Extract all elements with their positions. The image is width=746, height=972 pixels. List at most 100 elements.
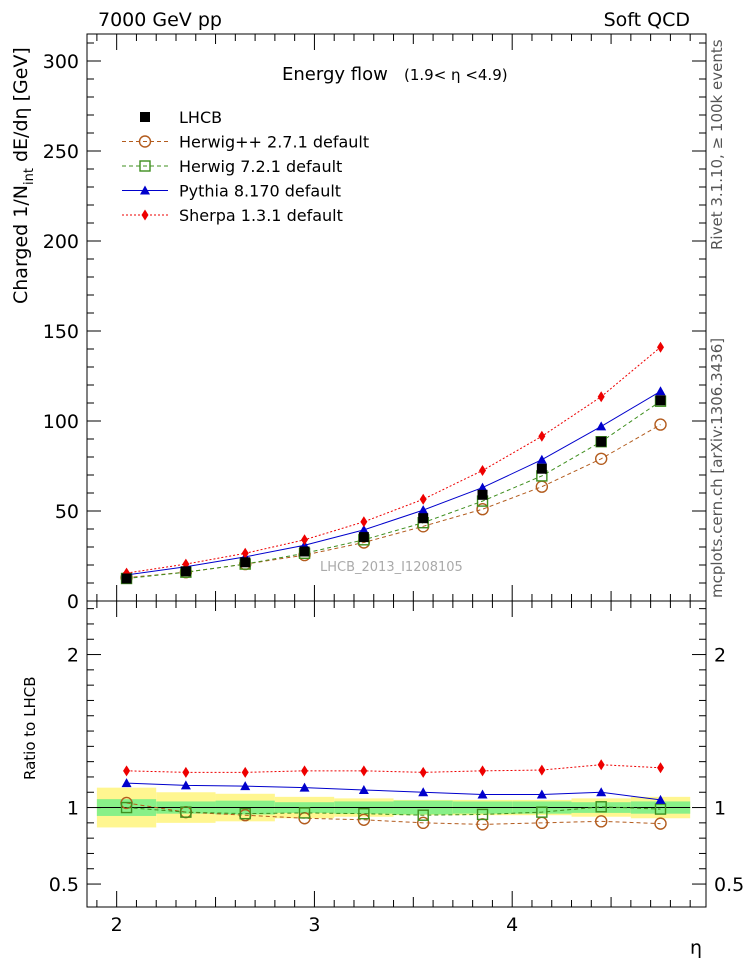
ratio-point-sherpa xyxy=(241,766,249,778)
main-series-sherpa xyxy=(123,341,665,579)
ratio-point-sherpa xyxy=(479,765,487,777)
main-point-sherpa xyxy=(657,341,665,353)
main-ylabel-tail: dE/dη [GeV] xyxy=(10,47,32,168)
ratio-y-tick-label-right: 2 xyxy=(714,645,726,667)
ratio-plot: 0.5 0.5 1 1 2 2 2 3 4 xyxy=(49,601,744,936)
ratio-line-herwig7 xyxy=(126,806,661,816)
ratio-point-herwig7 xyxy=(180,806,192,818)
ratio-point-sherpa xyxy=(301,765,309,777)
ratio-point-pythia xyxy=(299,782,310,792)
analysis-watermark: LHCB_2013_I1208105 xyxy=(320,560,463,575)
ratio-y-tick-label: 2 xyxy=(67,645,79,667)
main-point-data xyxy=(477,489,488,500)
ratio-y-tick-label-right: 0.5 xyxy=(714,874,744,896)
legend-label-herwigpp: Herwig++ 2.7.1 default xyxy=(179,133,369,152)
main-series-data xyxy=(121,395,666,584)
main-point-sherpa xyxy=(360,516,368,528)
main-line-herwig7 xyxy=(126,400,661,579)
ratio-series-herwig7 xyxy=(120,801,667,821)
ratio-point-pythia xyxy=(180,780,191,790)
x-tick-label: 2 xyxy=(111,914,123,936)
main-y-tick-label: 200 xyxy=(43,231,79,253)
mcplots-label: mcplots.cern.ch [arXiv:1306.3436] xyxy=(708,338,726,598)
ratio-point-herwigpp xyxy=(654,817,667,830)
ratio-series-pythia xyxy=(121,778,666,804)
ratio-point-herwig7 xyxy=(358,807,370,820)
main-point-pythia xyxy=(477,482,488,492)
legend-label-sherpa: Sherpa 1.3.1 default xyxy=(179,206,343,225)
main-point-data xyxy=(299,546,310,557)
ratio-point-herwig7 xyxy=(595,801,607,813)
ratio-point-pythia xyxy=(536,789,547,799)
main-plot: 0 50 100 150 200 250 300 xyxy=(43,34,706,613)
main-point-data xyxy=(418,513,429,524)
legend-marker-sherpa xyxy=(141,209,149,221)
main-point-pythia xyxy=(536,454,547,464)
main-ylabel-text: Charged 1/N xyxy=(10,185,32,304)
main-point-pythia xyxy=(358,524,369,534)
ratio-point-pythia xyxy=(418,787,429,797)
ratio-point-pythia xyxy=(477,789,488,799)
main-point-pythia xyxy=(655,386,666,396)
main-line-sherpa xyxy=(126,346,661,574)
main-ylabel-sub: int xyxy=(22,168,37,185)
main-point-sherpa xyxy=(538,430,546,442)
main-line-pythia xyxy=(126,390,661,576)
ratio-y-tick-label: 1 xyxy=(67,798,79,820)
ratio-point-pythia xyxy=(358,784,369,794)
ratio-ylabel: Ratio to LHCB xyxy=(21,676,39,780)
ratio-point-herwig7 xyxy=(536,806,548,818)
ratio-point-pythia xyxy=(240,781,251,791)
main-point-data xyxy=(655,395,666,406)
legend-marker-herwigpp xyxy=(138,135,152,148)
chart-subtitle: (1.9< η <4.9) xyxy=(404,66,508,84)
main-y-tick-label: 150 xyxy=(43,321,79,343)
main-point-data xyxy=(121,573,132,584)
main-y-tick-label: 250 xyxy=(43,141,79,163)
legend-label-pythia: Pythia 8.170 default xyxy=(179,182,341,201)
main-point-data xyxy=(240,557,251,568)
ratio-series-sherpa xyxy=(123,759,665,778)
main-point-herwigpp xyxy=(476,503,489,516)
x-axis-label: η xyxy=(690,937,702,959)
ratio-y-tick-label-right: 1 xyxy=(714,798,726,820)
legend-entry-pythia: Pythia 8.170 default xyxy=(122,182,341,201)
ratio-point-sherpa xyxy=(182,766,190,778)
main-point-pythia xyxy=(418,505,429,515)
ratio-point-sherpa xyxy=(538,764,546,776)
ratio-point-herwig7 xyxy=(298,807,311,819)
main-point-sherpa xyxy=(301,534,309,546)
ratio-y-tick-label: 0.5 xyxy=(49,874,79,896)
rivet-label: Rivet 3.1.10, ≥ 100k events xyxy=(708,39,726,250)
main-point-pythia xyxy=(596,421,607,431)
x-tick-label: 3 xyxy=(308,914,320,936)
main-point-sherpa xyxy=(241,547,249,559)
legend-entry-data: LHCB xyxy=(140,108,222,127)
ratio-point-herwig7 xyxy=(120,801,133,814)
main-point-data xyxy=(536,463,547,474)
legend-entry-sherpa: Sherpa 1.3.1 default xyxy=(122,206,343,225)
main-y-tick-label: 50 xyxy=(55,501,79,523)
main-y-tick-label: 100 xyxy=(43,411,79,433)
ratio-line-herwigpp xyxy=(126,802,661,825)
x-tick-label: 4 xyxy=(506,914,518,936)
ratio-point-pythia xyxy=(655,794,666,804)
legend-marker-herwig7 xyxy=(139,160,151,172)
main-ylabel: Charged 1/Nint dE/dη [GeV] xyxy=(10,47,37,304)
main-point-sherpa xyxy=(479,465,487,476)
main-point-herwigpp xyxy=(594,452,608,465)
main-series-herwigpp xyxy=(120,418,667,584)
legend-label-data: LHCB xyxy=(179,108,222,127)
main-point-data xyxy=(596,436,607,447)
ratio-point-herwig7 xyxy=(654,803,667,815)
ratio-point-herwigpp xyxy=(357,813,371,826)
legend-entry-herwig7: Herwig 7.2.1 default xyxy=(122,157,342,176)
ratio-point-sherpa xyxy=(597,759,605,771)
main-line-herwigpp xyxy=(126,424,661,579)
ratio-point-sherpa xyxy=(419,766,427,778)
legend-marker-data xyxy=(140,112,150,122)
main-point-herwigpp xyxy=(535,480,549,493)
main-point-sherpa xyxy=(597,391,605,403)
ratio-point-pythia xyxy=(596,787,607,797)
